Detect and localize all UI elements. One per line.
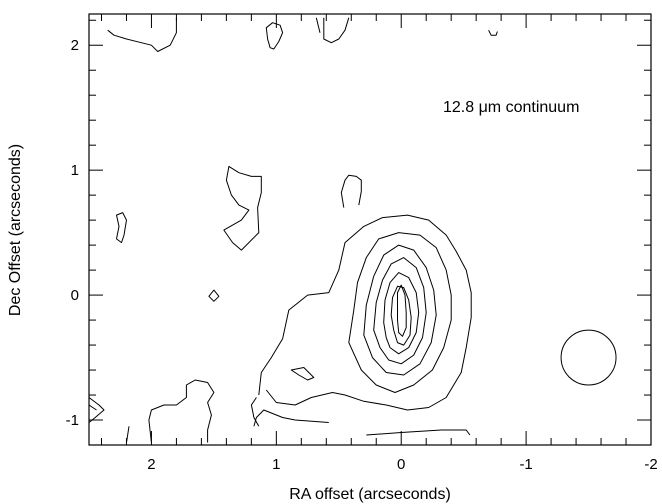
- x-tick-label: -2: [644, 456, 657, 473]
- x-tick-label: 1: [272, 456, 280, 473]
- contour-bottom-left-2-19: [88, 404, 97, 411]
- contour-top-edge-2-15: [315, 17, 321, 33]
- contour-left-edge-piece-23: [250, 397, 260, 427]
- y-tick-label: -1: [66, 412, 79, 429]
- axis-ticks: [89, 14, 652, 445]
- contour-contour-6-6: [390, 285, 412, 346]
- contour-top-edge-1-14: [107, 17, 177, 52]
- contour-contour-7-7: [397, 284, 407, 337]
- tick-labels: 2 1 0 -1 -2 -1 0 1 2: [66, 37, 658, 473]
- contour-bottom-left-1-18: [88, 397, 105, 423]
- beam-circle: [560, 329, 617, 386]
- contour-bottom-center-22: [366, 429, 471, 436]
- contour-contour-2-2: [348, 232, 452, 393]
- plot-frame: [88, 13, 652, 446]
- contour-blob-center-top-9: [340, 174, 362, 208]
- contour-contour-5-5: [383, 272, 420, 355]
- x-tick-label: 2: [147, 456, 155, 473]
- contour-blob-left-10: [116, 212, 127, 244]
- y-tick-label: 1: [71, 162, 79, 179]
- x-tick-label: 0: [397, 456, 405, 473]
- contour-lines: [88, 17, 498, 443]
- contour-main-outer-0: [253, 409, 329, 427]
- contour-blob-diamond-11: [208, 289, 220, 302]
- contour-top-edge-4-17: [488, 29, 498, 36]
- x-tick-label: -1: [519, 456, 532, 473]
- y-axis-label: Dec Offset (arcseconds): [7, 144, 24, 316]
- contour-main-outer-1: [258, 214, 472, 411]
- contour-blob-center-left-12: [223, 165, 262, 251]
- y-tick-label: 0: [71, 287, 79, 304]
- contour-blob-top-small-8: [265, 22, 284, 50]
- contour-contour-4-4: [373, 257, 427, 365]
- contour-contour-3-3: [363, 244, 437, 376]
- annotation-label: 12.8 μm continuum: [443, 99, 579, 116]
- x-axis-label: RA offset (arcseconds): [289, 486, 451, 503]
- contour-blob-small-mid-13: [290, 367, 315, 381]
- y-tick-label: 2: [71, 37, 79, 54]
- contour-bottom-left-3-20: [148, 379, 215, 443]
- contour-top-edge-3-16: [323, 17, 350, 44]
